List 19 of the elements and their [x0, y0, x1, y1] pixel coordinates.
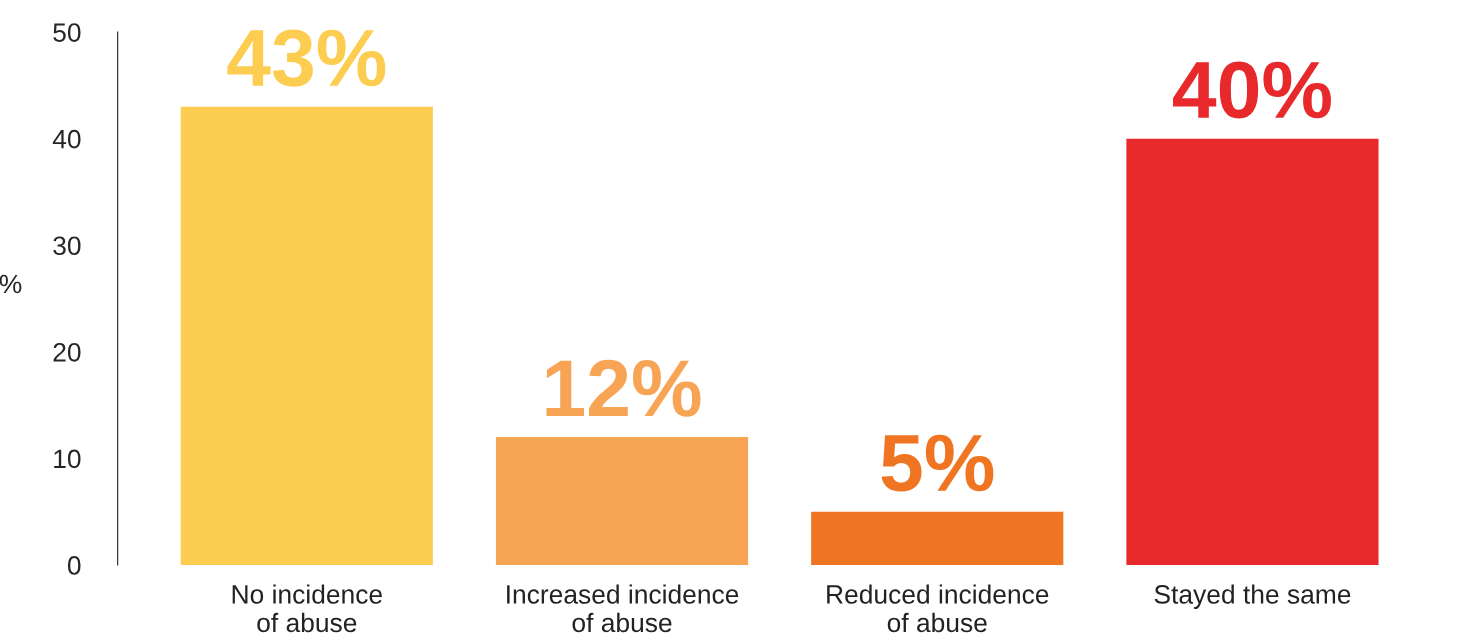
data-label: 12% [546, 359, 701, 417]
bar [495, 437, 749, 565]
x-tick-label: No incidence of abuse [232, 584, 382, 633]
x-tick-label: Stayed the same [1154, 584, 1351, 609]
data-label: 5% [881, 434, 994, 492]
bar [811, 511, 1064, 565]
bar [180, 106, 433, 565]
data-label: 43% [227, 29, 386, 87]
y-tick-label: 0 [67, 556, 81, 575]
data-label: 40% [1173, 61, 1331, 119]
bar [1126, 138, 1379, 565]
y-tick-label: 40 [52, 129, 81, 149]
y-tick-label: 50 [53, 23, 81, 42]
y-axis-title: % [0, 274, 22, 294]
x-tick-label: Increased incidence of abuse [507, 584, 739, 633]
y-tick-label: 20 [53, 342, 81, 362]
x-tick-label: Reduced incidence of abuse [827, 584, 1049, 633]
y-tick-label: 30 [53, 236, 81, 256]
y-tick-label: 10 [54, 449, 81, 469]
